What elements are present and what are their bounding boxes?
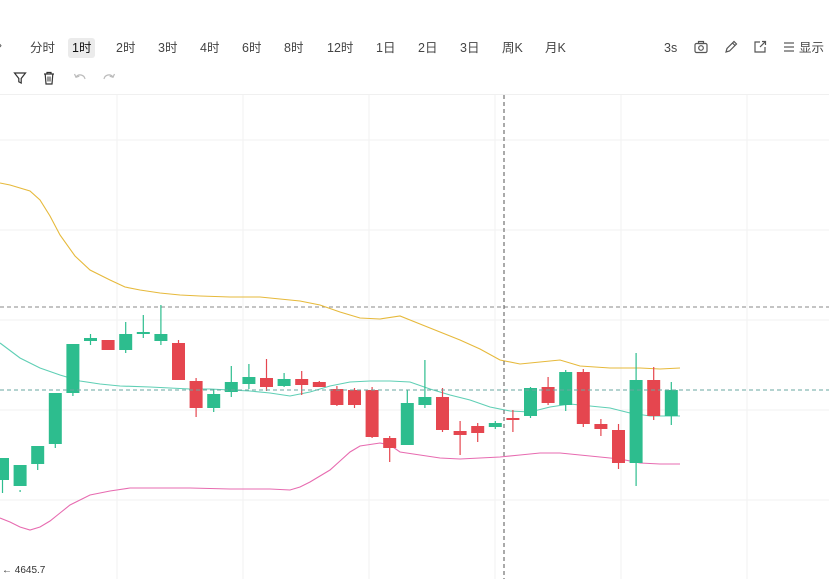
- toolbar-arrow-fragment: ›: [0, 38, 2, 52]
- timeframe-5[interactable]: 4时: [200, 41, 220, 55]
- candle-body: [418, 397, 432, 405]
- candle-body: [629, 380, 643, 463]
- candle-body: [436, 397, 449, 430]
- trash-icon[interactable]: [41, 69, 57, 87]
- candle-body: [260, 378, 273, 387]
- candlestick-chart[interactable]: [0, 95, 829, 579]
- candle-body: [242, 377, 256, 384]
- candle-body: [84, 338, 97, 341]
- timeframe-12[interactable]: 周K: [502, 41, 523, 55]
- candle-body: [524, 388, 537, 416]
- candle-body: [647, 380, 661, 416]
- camera-icon[interactable]: [693, 38, 709, 56]
- timeframe-toolbar: › 分时 1时 2时 3时 4时 6时 8时 12时 1日 2日 3日 周K 月K 3s 显示: [0, 34, 829, 62]
- candle-body: [48, 393, 62, 444]
- lower-band-line: [0, 442, 680, 531]
- display-settings-icon[interactable]: [781, 38, 797, 56]
- filter-icon[interactable]: [12, 69, 28, 87]
- candle-body: [101, 340, 115, 350]
- candle-body: [488, 423, 502, 427]
- candle-body: [31, 446, 45, 464]
- timeframe-4[interactable]: 3时: [158, 41, 178, 55]
- candle-body: [119, 334, 133, 350]
- timeframe-11[interactable]: 3日: [460, 41, 480, 55]
- undo-icon[interactable]: [72, 69, 88, 87]
- candle-body: [172, 343, 185, 380]
- candle-body: [383, 438, 397, 448]
- candle-body: [348, 390, 361, 405]
- candle-body: [295, 379, 309, 385]
- timeframe-6[interactable]: 6时: [242, 41, 262, 55]
- candle-body: [664, 390, 678, 416]
- middle-band-line: [0, 342, 680, 417]
- candle-body: [594, 424, 608, 429]
- candle-body: [471, 426, 485, 433]
- timeframe-3[interactable]: 2时: [116, 41, 136, 55]
- pencil-icon[interactable]: [723, 38, 739, 56]
- candle-body: [224, 382, 238, 392]
- candle-body: [0, 458, 9, 480]
- candle-body: [506, 418, 520, 420]
- candle-body: [207, 394, 221, 408]
- timeframe-2[interactable]: 1时: [68, 38, 96, 58]
- candle-body: [277, 379, 291, 386]
- candle-body: [13, 465, 27, 486]
- candle-body: [189, 381, 203, 408]
- candle-body: [154, 334, 168, 341]
- timeframe-1[interactable]: 分时: [30, 41, 56, 55]
- candle-body: [453, 431, 467, 435]
- display-button[interactable]: 显示: [799, 41, 825, 55]
- candle-body: [136, 332, 150, 334]
- export-icon[interactable]: [752, 38, 768, 56]
- toolbar-divider: [0, 94, 829, 95]
- timeframe-10[interactable]: 2日: [418, 41, 438, 55]
- candle-body: [365, 390, 379, 437]
- candle-body: [541, 387, 555, 403]
- candle-body: [66, 344, 80, 393]
- timeframe-13[interactable]: 月K: [545, 41, 566, 55]
- timeframe-8[interactable]: 12时: [327, 41, 354, 55]
- upper-band-line: [0, 182, 681, 370]
- timeframe-9[interactable]: 1日: [376, 41, 396, 55]
- candle-body: [576, 372, 590, 424]
- candle-body: [312, 382, 326, 387]
- candle-body: [330, 389, 344, 405]
- refresh-interval-button[interactable]: 3s: [664, 41, 678, 55]
- redo-icon[interactable]: [101, 69, 117, 87]
- drawing-tools: [0, 66, 140, 90]
- timeframe-7[interactable]: 8时: [284, 41, 304, 55]
- price-label: ← 4645.7: [2, 565, 46, 576]
- candle-body: [612, 430, 625, 463]
- candle-body: [400, 403, 414, 445]
- candle-body: [559, 372, 573, 405]
